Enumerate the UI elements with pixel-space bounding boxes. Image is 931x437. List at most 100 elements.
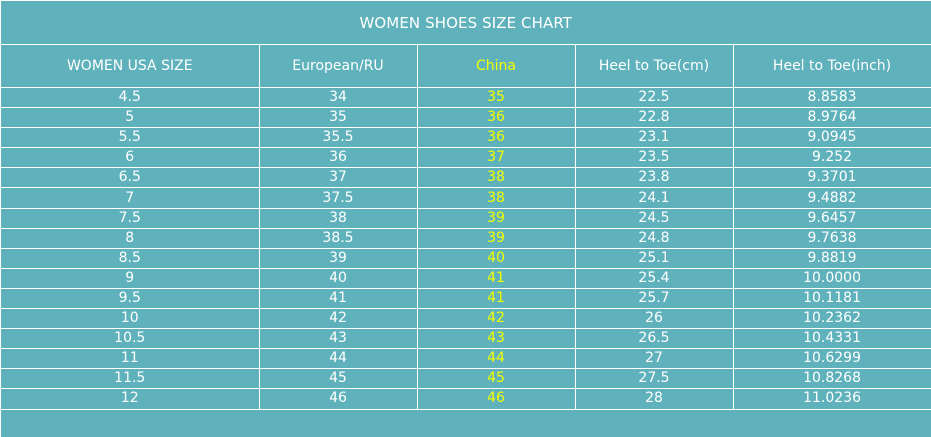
european-size-cell: 44: [259, 348, 418, 370]
european-size-cell: 37.5: [259, 187, 418, 209]
heel-toe-inch-cell: 9.7638: [733, 228, 931, 249]
european-size-cell: 43: [259, 328, 418, 350]
usa-size-cell: 5: [1, 107, 260, 129]
table-row: 7 37.5 38 24.1 9.4882: [1, 187, 931, 209]
usa-size-cell: 7: [1, 187, 260, 209]
heel-toe-inch-cell: 10.6299: [733, 348, 931, 370]
heel-toe-cm-cell: 23.5: [575, 147, 734, 169]
table-row: 10.5 43 43 26.5 10.4331: [1, 328, 931, 350]
heel-toe-cm-cell: 25.1: [575, 248, 734, 269]
heel-toe-inch-cell: 8.8583: [733, 87, 931, 109]
heel-toe-inch-cell: 9.8819: [733, 248, 931, 269]
european-size-cell: 40: [259, 268, 418, 289]
china-size-cell: 42: [417, 308, 576, 330]
heel-toe-inch-cell: 9.6457: [733, 208, 931, 229]
china-size-cell: 35: [417, 87, 576, 109]
china-size-cell: 38: [417, 187, 576, 209]
usa-size-cell: 4.5: [1, 87, 260, 109]
heel-toe-cm-cell: 23.1: [575, 127, 734, 149]
heel-toe-inch-cell: 9.0945: [733, 127, 931, 149]
usa-size-cell: 7.5: [1, 208, 260, 229]
table-row: 11.5 45 45 27.5 10.8268: [1, 368, 931, 390]
usa-size-cell: 6: [1, 147, 260, 169]
european-size-cell: 38.5: [259, 228, 418, 249]
china-size-cell: 36: [417, 107, 576, 129]
china-size-cell: 38: [417, 167, 576, 189]
table-row: 5 35 36 22.8 8.9764: [1, 107, 931, 129]
usa-size-cell: 12: [1, 388, 260, 410]
heel-toe-inch-cell: 10.0000: [733, 268, 931, 289]
usa-size-cell: 8.5: [1, 248, 260, 269]
table-row: 10 42 42 26 10.2362: [1, 308, 931, 330]
heel-toe-cm-cell: 24.8: [575, 228, 734, 249]
heel-toe-inch-cell: 10.4331: [733, 328, 931, 350]
column-header-heel-toe-cm: Heel to Toe(cm): [575, 44, 734, 88]
european-size-cell: 45: [259, 368, 418, 390]
european-size-cell: 39: [259, 248, 418, 269]
table-row: 4.5 34 35 22.5 8.8583: [1, 87, 931, 109]
usa-size-cell: 5.5: [1, 127, 260, 149]
china-size-cell: 43: [417, 328, 576, 350]
title-row: WOMEN SHOES SIZE CHART: [1, 1, 931, 45]
european-size-cell: 41: [259, 288, 418, 310]
chart-title: WOMEN SHOES SIZE CHART: [1, 1, 931, 45]
heel-toe-cm-cell: 22.8: [575, 107, 734, 129]
heel-toe-cm-cell: 24.5: [575, 208, 734, 229]
china-size-cell: 36: [417, 127, 576, 149]
table-row: 8.5 39 40 25.1 9.8819: [1, 248, 931, 269]
heel-toe-inch-cell: 10.2362: [733, 308, 931, 330]
heel-toe-cm-cell: 25.7: [575, 288, 734, 310]
usa-size-cell: 10.5: [1, 328, 260, 350]
european-size-cell: 42: [259, 308, 418, 330]
size-table: WOMEN SHOES SIZE CHART WOMEN USA SIZE Eu…: [1, 1, 931, 410]
table-row: 7.5 38 39 24.5 9.6457: [1, 208, 931, 229]
china-size-cell: 39: [417, 228, 576, 249]
heel-toe-cm-cell: 28: [575, 388, 734, 410]
usa-size-cell: 8: [1, 228, 260, 249]
china-size-cell: 37: [417, 147, 576, 169]
european-size-cell: 37: [259, 167, 418, 189]
table-row: 9 40 41 25.4 10.0000: [1, 268, 931, 289]
european-size-cell: 35: [259, 107, 418, 129]
column-header-heel-toe-inch: Heel to Toe(inch): [733, 44, 931, 88]
heel-toe-cm-cell: 26.5: [575, 328, 734, 350]
heel-toe-cm-cell: 23.8: [575, 167, 734, 189]
china-size-cell: 41: [417, 288, 576, 310]
heel-toe-inch-cell: 9.3701: [733, 167, 931, 189]
table-row: 5.5 35.5 36 23.1 9.0945: [1, 127, 931, 149]
european-size-cell: 38: [259, 208, 418, 229]
china-size-cell: 44: [417, 348, 576, 370]
european-size-cell: 35.5: [259, 127, 418, 149]
column-header-china: China: [417, 44, 576, 88]
heel-toe-cm-cell: 27: [575, 348, 734, 370]
table-row: 12 46 46 28 11.0236: [1, 388, 931, 410]
heel-toe-inch-cell: 10.8268: [733, 368, 931, 390]
header-row: WOMEN USA SIZE European/RU China Heel to…: [1, 44, 931, 88]
heel-toe-inch-cell: 11.0236: [733, 388, 931, 410]
china-size-cell: 39: [417, 208, 576, 229]
usa-size-cell: 9: [1, 268, 260, 289]
heel-toe-inch-cell: 9.4882: [733, 187, 931, 209]
table-row: 9.5 41 41 25.7 10.1181: [1, 288, 931, 310]
heel-toe-inch-cell: 10.1181: [733, 288, 931, 310]
usa-size-cell: 10: [1, 308, 260, 330]
usa-size-cell: 6.5: [1, 167, 260, 189]
table-row: 11 44 44 27 10.6299: [1, 348, 931, 370]
china-size-cell: 46: [417, 388, 576, 410]
china-size-cell: 45: [417, 368, 576, 390]
heel-toe-cm-cell: 26: [575, 308, 734, 330]
european-size-cell: 34: [259, 87, 418, 109]
heel-toe-cm-cell: 24.1: [575, 187, 734, 209]
usa-size-cell: 11.5: [1, 368, 260, 390]
heel-toe-cm-cell: 27.5: [575, 368, 734, 390]
table-body: 4.5 34 35 22.5 8.8583 5 35 36 22.8 8.9764 5.5 35.5 3…: [1, 87, 931, 410]
european-size-cell: 36: [259, 147, 418, 169]
table-row: 6 36 37 23.5 9.252: [1, 147, 931, 169]
heel-toe-inch-cell: 8.9764: [733, 107, 931, 129]
china-size-cell: 40: [417, 248, 576, 269]
column-header-european: European/RU: [259, 44, 418, 88]
european-size-cell: 46: [259, 388, 418, 410]
usa-size-cell: 9.5: [1, 288, 260, 310]
heel-toe-cm-cell: 22.5: [575, 87, 734, 109]
